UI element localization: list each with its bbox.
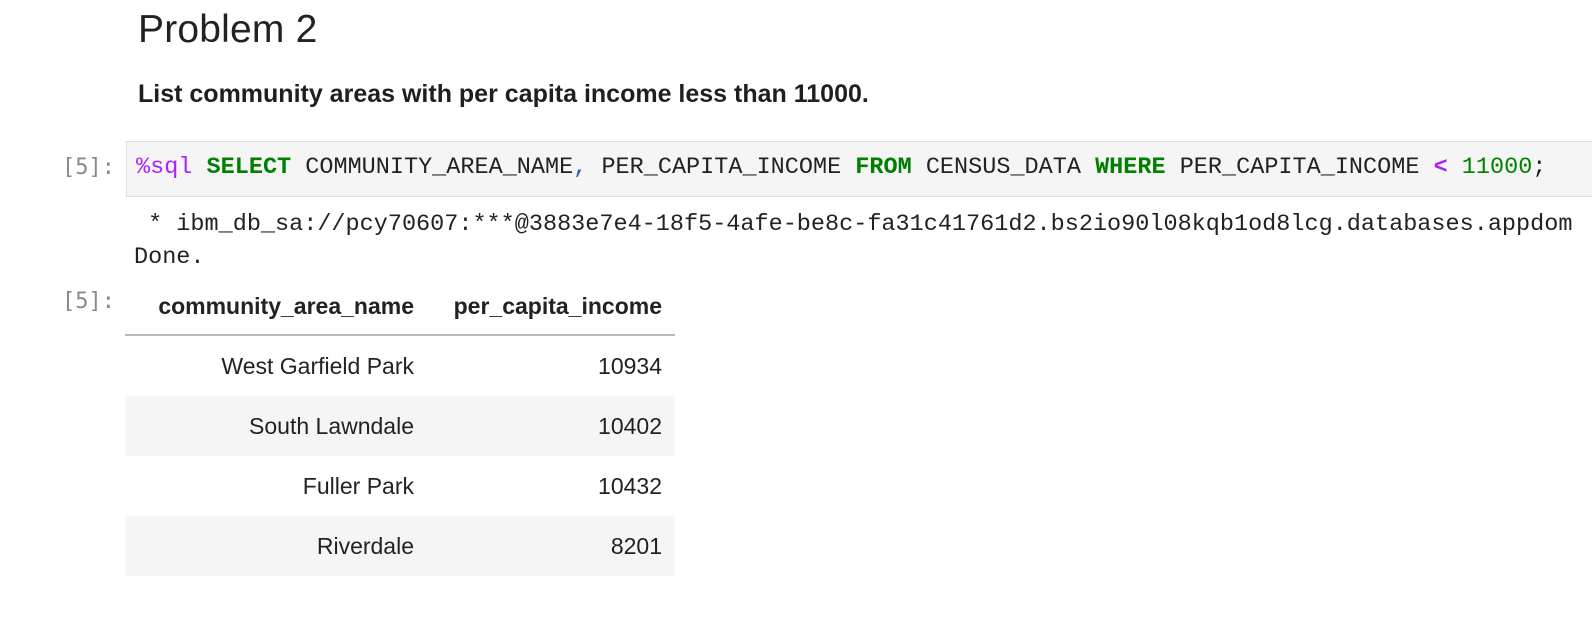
problem-description: List community areas with per capita inc… <box>138 80 869 108</box>
number-literal: 11000 <box>1461 154 1533 181</box>
column-name: PER_CAPITA_INCOME <box>601 154 842 181</box>
column-name: COMMUNITY_AREA_NAME <box>305 154 574 181</box>
column-name: PER_CAPITA_INCOME <box>1179 154 1420 181</box>
select-keyword: SELECT <box>206 154 292 181</box>
less-than-operator: < <box>1433 154 1448 181</box>
section-heading: Problem 2 <box>138 8 318 51</box>
done-status: Done. <box>134 244 205 271</box>
where-keyword: WHERE <box>1095 154 1166 181</box>
table-cell-income: 8201 <box>427 516 675 576</box>
column-header: per_capita_income <box>427 278 675 336</box>
table-cell-income: 10934 <box>598 352 662 379</box>
table-cell-income: 10402 <box>427 396 675 456</box>
semicolon-token: ; <box>1532 154 1547 181</box>
table-cell-area: Riverdale <box>125 516 427 576</box>
input-prompt: [5]: <box>62 155 115 180</box>
result-table: community_area_name per_capita_income We… <box>125 278 675 576</box>
cell-stdout: * ibm_db_sa://pcy70607:***@3883e7e4-18f5… <box>134 208 1592 274</box>
from-keyword: FROM <box>855 154 912 181</box>
output-prompt: [5]: <box>62 289 115 314</box>
sql-magic: %sql <box>136 154 193 181</box>
code-line[interactable]: %sql SELECT COMMUNITY_AREA_NAME, PER_CAP… <box>136 154 1546 181</box>
table-row: Riverdale 8201 <box>125 516 675 576</box>
connection-string: * ibm_db_sa://pcy70607:***@3883e7e4-18f5… <box>134 211 1573 238</box>
table-row: South Lawndale 10402 <box>125 396 675 456</box>
table-header-row: community_area_name per_capita_income <box>125 278 675 336</box>
table-cell-area: Fuller Park <box>302 472 414 499</box>
column-header: community_area_name <box>125 278 427 336</box>
table-name: CENSUS_DATA <box>925 154 1081 181</box>
table-cell-area: South Lawndale <box>125 396 427 456</box>
table-cell-income: 10432 <box>598 472 662 499</box>
code-cell[interactable]: %sql SELECT COMMUNITY_AREA_NAME, PER_CAP… <box>126 141 1592 197</box>
table-row: West Garfield Park 10934 <box>125 335 675 396</box>
table-row: Fuller Park 10432 <box>125 456 675 516</box>
table-cell-area: West Garfield Park <box>221 352 414 379</box>
comma-token: , <box>573 154 588 181</box>
